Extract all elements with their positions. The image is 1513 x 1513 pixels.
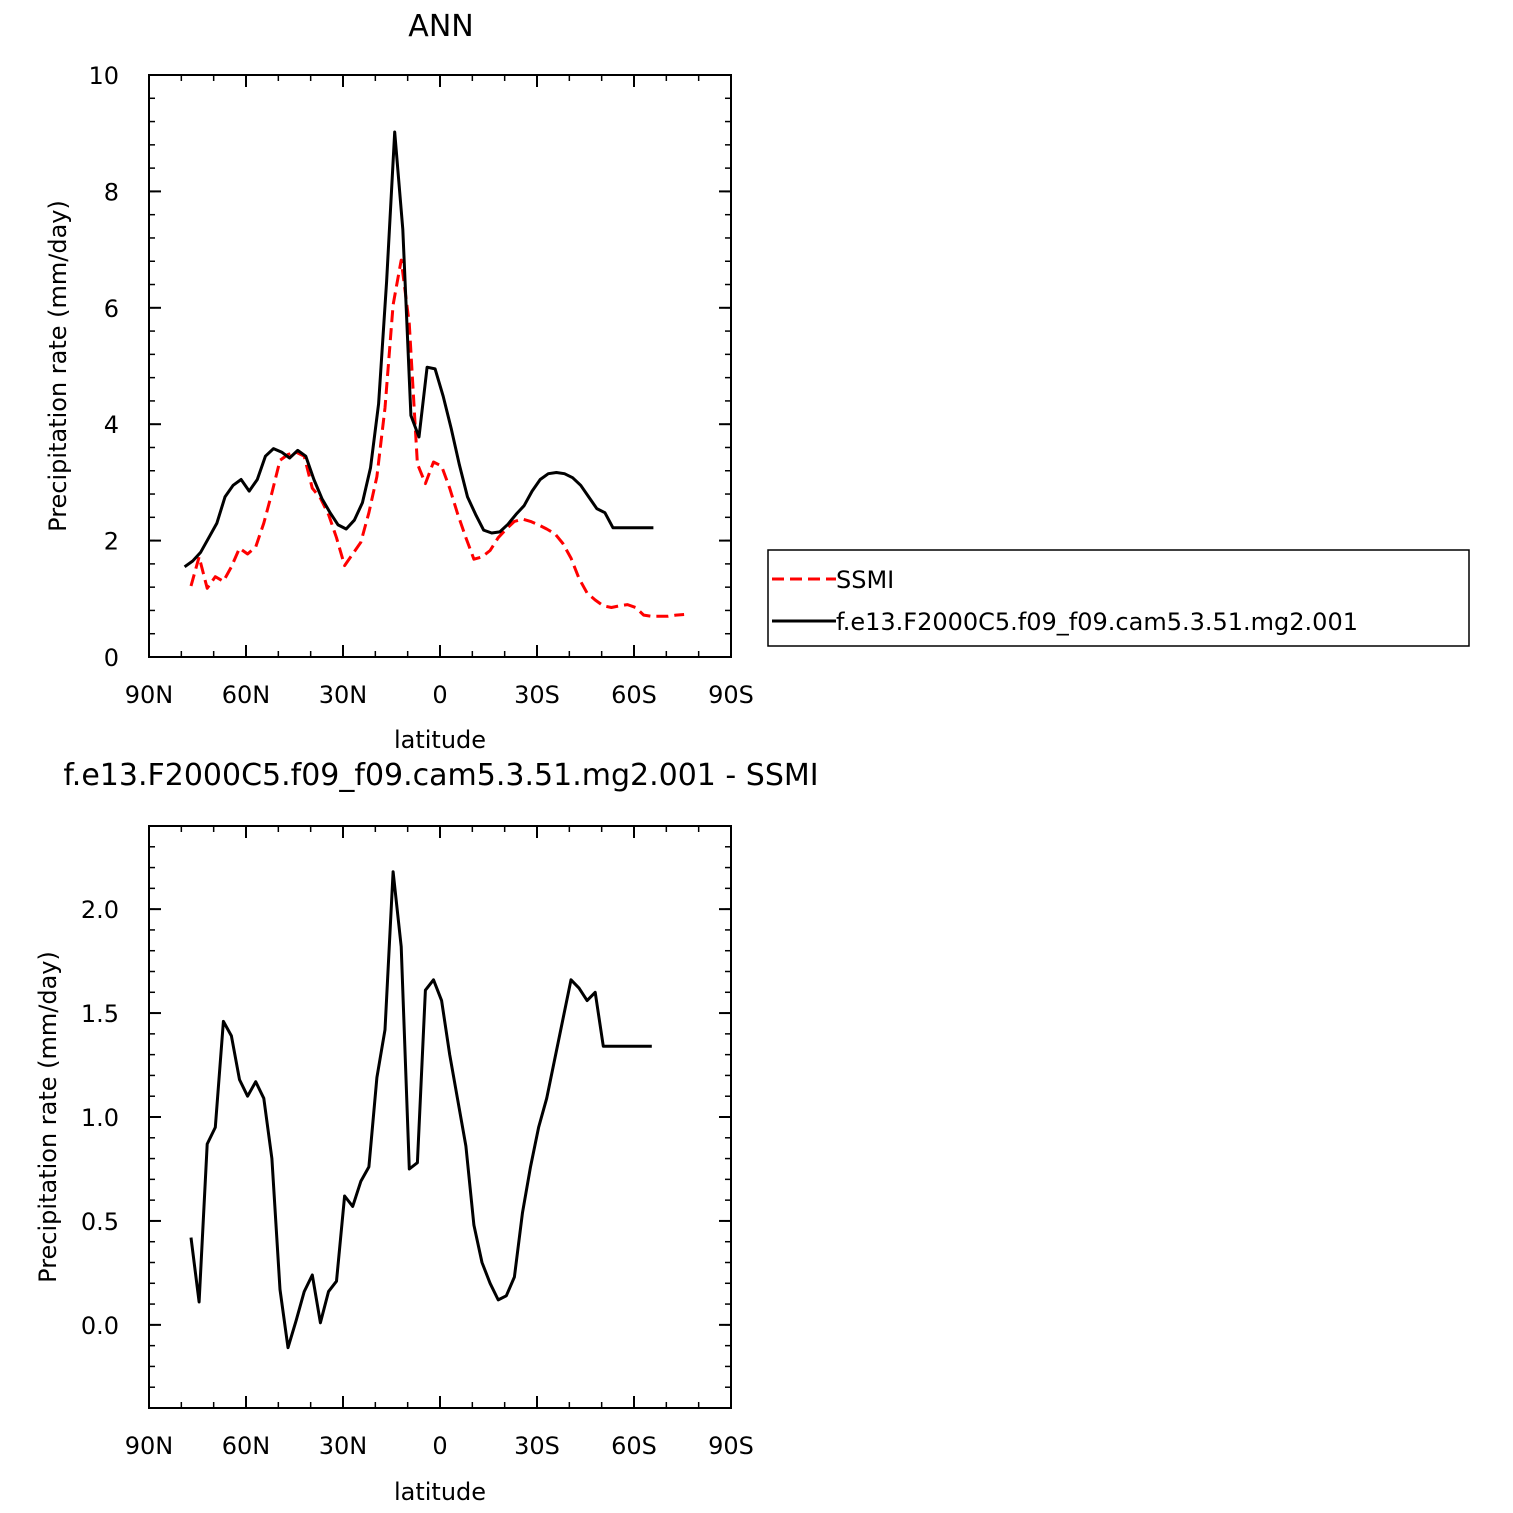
bottom-plot-frame (148, 825, 732, 1409)
top-y-axis-label: Precipitation rate (mm/day) (44, 200, 72, 532)
bottom-x-tick-label: 0 (432, 1432, 447, 1460)
top-chart-title: ANN (408, 9, 473, 44)
bottom-x-tick-label: 60N (222, 1432, 271, 1460)
top-series-line-model (183, 130, 654, 569)
top-y-tick-label: 10 (88, 62, 119, 90)
legend-label-ssmi: SSMI (836, 566, 894, 594)
bottom-x-tick-label: 90S (708, 1432, 754, 1460)
top-x-tick-label: 60S (611, 681, 657, 709)
bottom-x-axis-label: latitude (394, 1478, 486, 1506)
top-y-tick-label: 6 (104, 295, 119, 323)
bottom-x-tick-label: 90N (125, 1432, 174, 1460)
bottom-series (189, 870, 652, 1350)
top-x-tick-label: 60N (222, 681, 271, 709)
bottom-series-line-difference (189, 870, 652, 1350)
top-y-tick-label: 2 (104, 528, 119, 556)
bottom-ticks (148, 825, 732, 1409)
bottom-x-tick-label: 30N (319, 1432, 368, 1460)
top-x-axis-label: latitude (394, 726, 486, 754)
top-series (183, 130, 685, 618)
top-y-tick-label: 8 (104, 178, 119, 206)
bottom-tick-labels: 90N 60N 30N 0 30S 60S 90S 0.0 0.5 1.0 1.5 2.0 (81, 896, 754, 1460)
legend-box (767, 549, 1470, 647)
bottom-chart-title: f.e13.F2000C5.f09_f09.cam5.3.51.mg2.001 … (63, 758, 818, 793)
top-y-tick-label: 4 (104, 411, 119, 439)
bottom-y-tick-label: 0.5 (81, 1208, 119, 1236)
top-tick-labels: 90N 60N 30N 0 30S 60S 90S 0 2 4 6 8 10 (88, 62, 753, 709)
top-y-tick-label: 0 (104, 644, 119, 672)
top-x-tick-label: 90S (708, 681, 754, 709)
bottom-x-tick-label: 60S (611, 1432, 657, 1460)
bottom-y-tick-label: 0.0 (81, 1312, 119, 1340)
bottom-y-axis-label: Precipitation rate (mm/day) (34, 951, 62, 1283)
bottom-x-tick-label: 30S (514, 1432, 560, 1460)
top-series-line-ssmi (189, 258, 685, 618)
top-x-tick-label: 90N (125, 681, 174, 709)
top-x-tick-label: 30N (319, 681, 368, 709)
top-ticks (148, 74, 732, 658)
bottom-y-tick-label: 2.0 (81, 896, 119, 924)
bottom-y-tick-label: 1.0 (81, 1104, 119, 1132)
top-plot-frame (148, 74, 732, 658)
bottom-y-tick-label: 1.5 (81, 1000, 119, 1028)
legend-label-model: f.e13.F2000C5.f09_f09.cam5.3.51.mg2.001 (836, 608, 1358, 636)
top-x-tick-label: 30S (514, 681, 560, 709)
bottom-panel: f.e13.F2000C5.f09_f09.cam5.3.51.mg2.001 … (34, 758, 819, 1506)
legend: SSMI f.e13.F2000C5.f09_f09.cam5.3.51.mg2… (767, 549, 1470, 647)
top-x-tick-label: 0 (432, 681, 447, 709)
